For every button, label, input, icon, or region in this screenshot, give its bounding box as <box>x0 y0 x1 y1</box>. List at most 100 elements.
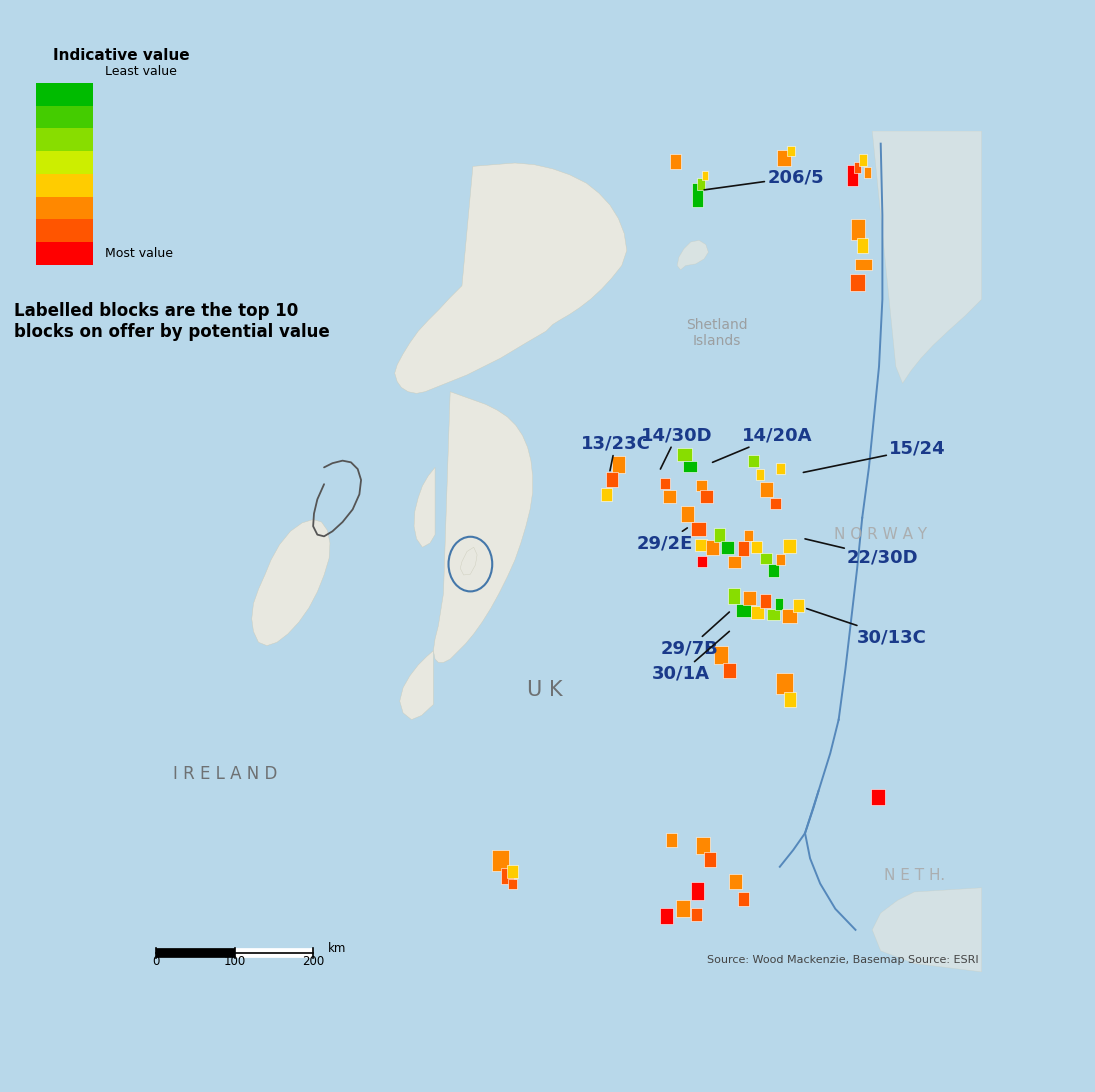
Bar <box>858 154 867 166</box>
Text: 100: 100 <box>223 956 245 969</box>
Bar <box>760 594 771 608</box>
Bar <box>681 506 694 522</box>
Bar <box>493 850 509 871</box>
Bar <box>768 565 779 577</box>
Bar <box>706 539 719 555</box>
Bar <box>782 608 797 622</box>
Bar <box>760 482 773 497</box>
Bar <box>36 219 93 242</box>
Text: 30/13C: 30/13C <box>807 608 927 646</box>
Text: 29/2E: 29/2E <box>637 527 693 553</box>
Bar <box>760 554 772 565</box>
Bar <box>36 197 93 219</box>
Polygon shape <box>394 163 626 393</box>
Bar <box>776 463 785 474</box>
Bar <box>714 527 725 543</box>
Bar <box>695 836 710 854</box>
Bar <box>775 597 783 610</box>
Bar <box>872 790 885 806</box>
Bar <box>677 448 692 461</box>
Bar <box>721 542 734 554</box>
Bar <box>736 605 751 617</box>
Bar <box>729 874 742 890</box>
Text: 22/30D: 22/30D <box>805 538 919 567</box>
Polygon shape <box>434 392 532 663</box>
Polygon shape <box>873 131 981 383</box>
Bar <box>660 907 673 924</box>
Text: km: km <box>328 941 347 954</box>
Text: Shetland
Islands: Shetland Islands <box>685 318 748 348</box>
Bar <box>768 609 780 620</box>
Text: N O R W A Y: N O R W A Y <box>834 527 927 542</box>
Bar <box>676 900 690 917</box>
Bar <box>704 852 716 867</box>
Bar <box>757 470 764 480</box>
Bar <box>783 538 796 554</box>
Text: N E T H.: N E T H. <box>884 868 945 882</box>
Bar <box>691 882 704 900</box>
Text: Least value: Least value <box>105 66 176 79</box>
Bar <box>662 490 677 502</box>
Bar <box>738 892 749 906</box>
Bar <box>36 151 93 174</box>
Bar <box>776 554 785 565</box>
Bar <box>724 663 736 677</box>
Bar <box>696 556 707 567</box>
Bar <box>745 530 753 541</box>
Bar <box>691 907 702 922</box>
Bar <box>612 456 625 473</box>
Bar <box>857 238 868 253</box>
Bar <box>507 865 518 878</box>
Bar <box>698 178 705 190</box>
Bar <box>500 868 514 883</box>
Text: 14/30D: 14/30D <box>641 426 713 470</box>
Bar <box>695 538 707 551</box>
Bar <box>793 600 804 612</box>
Bar <box>770 498 781 509</box>
Polygon shape <box>414 467 435 547</box>
Bar <box>36 83 93 106</box>
Bar <box>751 541 762 554</box>
Bar <box>36 106 93 129</box>
Bar <box>703 171 708 180</box>
Bar <box>683 462 696 473</box>
Bar <box>659 478 670 489</box>
Bar <box>776 674 793 695</box>
Bar <box>851 219 865 240</box>
Polygon shape <box>400 651 434 720</box>
Bar <box>855 259 873 270</box>
Bar <box>854 162 862 173</box>
Text: 29/7B: 29/7B <box>660 612 729 657</box>
Polygon shape <box>873 888 981 972</box>
Text: U K: U K <box>527 680 562 700</box>
Bar <box>850 274 865 290</box>
Bar <box>748 454 759 467</box>
Bar <box>36 242 93 265</box>
Bar <box>714 646 728 664</box>
Bar <box>666 833 677 847</box>
Bar <box>692 183 703 206</box>
Bar <box>738 542 749 556</box>
Bar <box>601 487 612 501</box>
Polygon shape <box>677 240 708 270</box>
Text: Most value: Most value <box>105 247 173 260</box>
Text: 30/1A: 30/1A <box>652 631 729 682</box>
Bar <box>751 606 764 619</box>
Bar <box>777 150 791 166</box>
Bar <box>691 522 706 536</box>
Bar <box>508 879 517 890</box>
Bar <box>695 480 706 491</box>
Text: 206/5: 206/5 <box>704 168 823 190</box>
Text: 13/23C: 13/23C <box>580 435 650 471</box>
Bar <box>728 556 741 568</box>
Bar <box>848 165 858 186</box>
Text: Source: Wood Mackenzie, Basemap Source: ESRI: Source: Wood Mackenzie, Basemap Source: … <box>707 956 979 965</box>
Text: 15/24: 15/24 <box>804 440 946 473</box>
Bar <box>742 591 757 605</box>
Bar <box>36 129 93 151</box>
Bar <box>700 490 713 502</box>
Bar <box>36 174 93 197</box>
Polygon shape <box>252 520 330 645</box>
Text: Indicative value: Indicative value <box>53 48 189 63</box>
Text: I R E L A N D: I R E L A N D <box>173 765 277 783</box>
